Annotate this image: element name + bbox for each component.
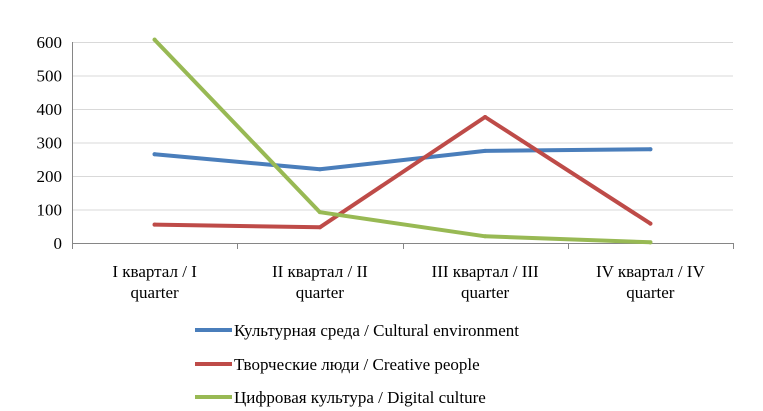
series-lines (152, 37, 653, 245)
legend-label: Культурная среда / Cultural environment (234, 321, 519, 340)
data-point (317, 167, 322, 172)
data-point (483, 115, 488, 120)
y-axis: 0 100 200 300 400 500 600 (37, 33, 73, 253)
data-point (648, 240, 653, 245)
data-point (648, 221, 653, 226)
data-point (152, 152, 157, 157)
data-point (317, 210, 322, 215)
series-line-2 (152, 37, 653, 245)
data-point (648, 147, 653, 152)
legend-label: Творческие люди / Creative people (234, 355, 480, 374)
legend-label: Цифровая культура / Digital culture (234, 388, 486, 407)
data-point (483, 148, 488, 153)
data-point (152, 222, 157, 227)
y-tick-label: 300 (37, 134, 63, 153)
y-tick-label: 500 (37, 67, 63, 86)
y-tick-label: 0 (54, 234, 63, 253)
x-tick-label: III квартал / III quarter (432, 262, 539, 302)
data-point (317, 225, 322, 230)
gridlines (72, 42, 733, 244)
y-tick-label: 400 (37, 100, 63, 119)
y-tick-label: 200 (37, 167, 63, 186)
x-tick-label: II квартал / II quarter (272, 262, 368, 302)
legend: Культурная среда / Cultural environment Т… (195, 321, 519, 407)
x-tick-label: IV квартал / IV quarter (596, 262, 705, 302)
data-point (152, 37, 157, 42)
data-point (483, 234, 488, 239)
y-tick-label: 600 (37, 33, 63, 52)
series-line-0 (152, 147, 653, 172)
y-tick-label: 100 (37, 201, 63, 220)
series-line-1 (152, 115, 653, 230)
